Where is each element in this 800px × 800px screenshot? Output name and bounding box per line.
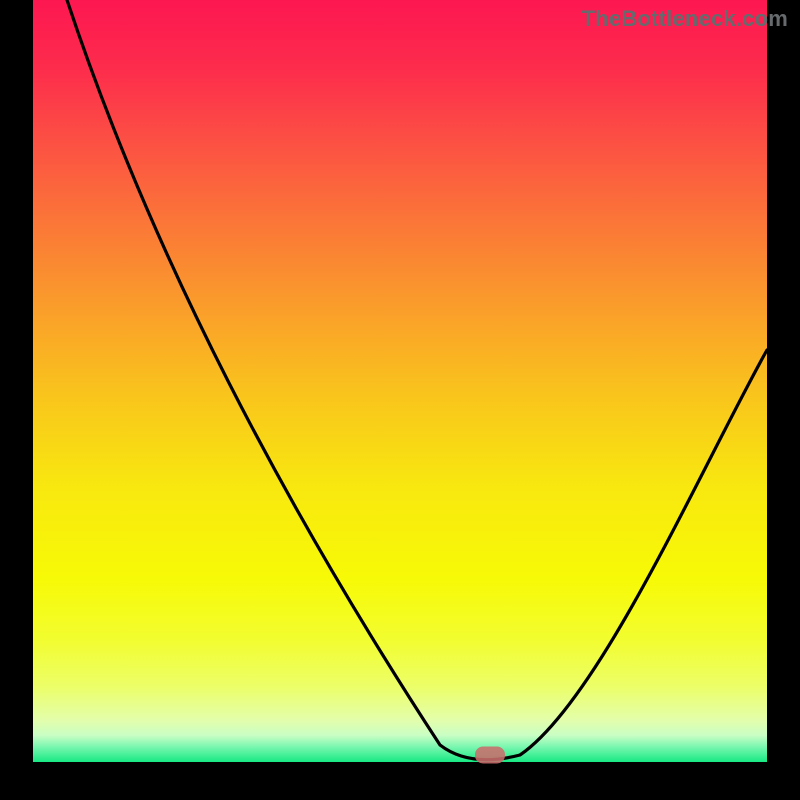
border-right <box>767 0 800 800</box>
bottleneck-chart <box>0 0 800 800</box>
plot-background <box>33 0 767 762</box>
optimum-marker <box>475 747 505 764</box>
border-bottom <box>0 762 800 800</box>
border-left <box>0 0 33 800</box>
watermark-text: TheBottleneck.com <box>582 6 788 32</box>
chart-container: TheBottleneck.com <box>0 0 800 800</box>
